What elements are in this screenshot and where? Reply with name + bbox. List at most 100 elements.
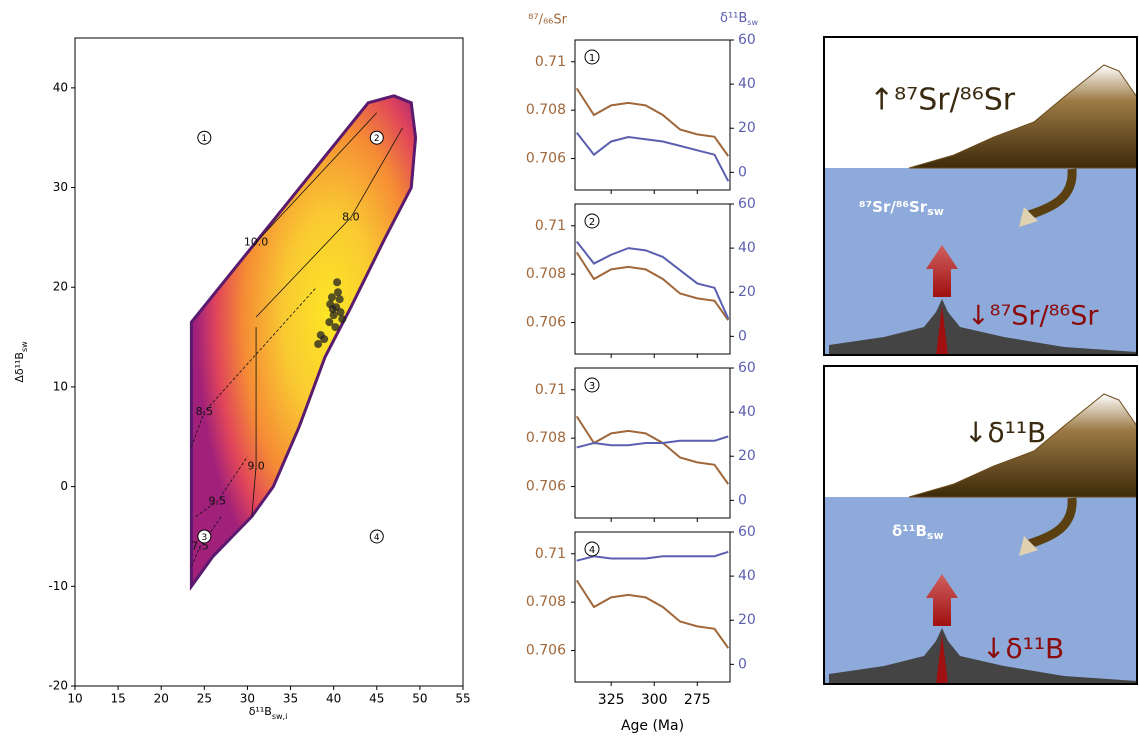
x-tick-label: 40 [326,692,341,706]
y2-tick-label: 0 [738,492,747,508]
sample-point [331,323,340,332]
axes-frame [574,531,731,683]
scenario-label: 2 [374,134,380,144]
axis-label-sub: sw,i [272,712,287,721]
feasible-region [189,94,418,591]
contour-label: 8.5 [196,405,214,418]
y-tick-label: 40 [53,80,68,94]
contour-line [191,286,317,447]
x-tick-label: 45 [369,692,384,706]
contour-label: 9.0 [247,460,265,473]
x-tick-label: 15 [110,692,125,706]
x-tick-label: 25 [197,692,212,706]
contour-line [195,456,248,517]
sample-point [335,295,344,304]
y2-tick-label: 60 [738,32,756,48]
y2-tick-label: 60 [738,360,756,376]
x-tick-label: 30 [240,692,255,706]
x-tick-label: 50 [412,692,427,706]
axis-label-sub: sw [747,18,758,27]
axes-frame [74,37,464,687]
y-tick-label: 0.71 [535,382,566,398]
top-label: ↓δ¹¹B [964,416,1046,449]
x-tick-label: 275 [684,692,711,708]
y2-tick-label: 20 [738,448,756,464]
y2-tick-label: 40 [738,76,756,92]
x-tick-label: 10 [67,692,82,706]
y-tick-label: 0.706 [526,151,566,167]
sample-point [327,293,336,302]
y-tick-label: 10 [53,379,68,393]
y-tick-label: 0.706 [526,643,566,659]
scenario-label: 4 [374,533,380,543]
contour-label: 10.0 [244,235,269,248]
bottom-label: ↓⁸⁷Sr/⁸⁶Sr [967,301,1099,332]
panel-label: 1 [589,53,595,64]
middle-sub: sw [927,529,944,542]
seafloor [829,628,1137,684]
x-tick-label: 20 [154,692,169,706]
y-tick-label: 0.708 [526,266,566,282]
y2-tick-label: 40 [738,240,756,256]
middle-label: δ¹¹Bsw [892,522,944,543]
y2-tick-label: 20 [738,120,756,136]
scenario-label: 1 [201,134,207,144]
y-tick-label: 0 [60,479,68,493]
panel-label: 2 [589,217,595,228]
panel-label: 3 [589,381,595,392]
axes-frame [574,39,731,191]
y-tick-label: 0.708 [526,430,566,446]
sample-point [333,278,342,287]
series-line [575,415,730,485]
runoff-arrow [1027,168,1077,220]
scenario-label: 3 [201,533,207,543]
x-tick-label: 300 [641,692,668,708]
ocean [824,168,1137,355]
hydrothermal-arrow [926,574,958,626]
series-line [575,251,730,321]
contour-line [251,327,257,517]
contour-line [255,127,403,318]
y-tick-label: -10 [48,579,68,593]
y-tick-label: 0.706 [526,315,566,331]
y-tick-label: 0.708 [526,102,566,118]
axis-label: δ¹¹Bsw [720,11,758,27]
middle-sub: sw [927,205,944,218]
panel-marker [584,541,600,557]
axis-label: Δδ¹¹Bsw [13,341,29,383]
y-tick-label: 20 [53,280,68,294]
axis-label: δ¹¹Bsw,i [249,705,288,721]
diagram-panel: ↑⁸⁷Sr/⁸⁶Sr ⁸⁷Sr/⁸⁶Srsw ↓⁸⁷Sr/⁸⁶Sr [823,36,1138,356]
y2-tick-label: 40 [738,404,756,420]
frame [823,36,1138,356]
contour-label: 8.0 [342,210,360,223]
sample-point [338,315,347,324]
magma [936,634,948,684]
series-line [575,87,730,157]
scenario-marker [197,529,212,544]
panel-marker [584,377,600,393]
seafloor [829,299,1137,355]
frame [823,365,1138,685]
hydrothermal-arrow [926,245,958,297]
sample-point [328,305,337,314]
runoff-arrow [1027,497,1077,549]
y-tick-label: 0.706 [526,479,566,495]
y-tick-label: 0.71 [535,546,566,562]
y-tick-label: 0.71 [535,54,566,70]
x-tick-label: 325 [598,692,625,708]
series-line [576,550,729,562]
middle-label: ⁸⁷Sr/⁸⁶Srsw [859,198,944,219]
panel-marker [584,213,600,229]
arrow-head [1019,536,1038,556]
ocean [824,497,1137,684]
axis-label-text: Δδ¹¹B [13,352,26,383]
y2-tick-label: 20 [738,284,756,300]
y2-tick-label: 0 [738,328,747,344]
sample-point [314,340,323,349]
y2-tick-label: 40 [738,568,756,584]
y-tick-label: -20 [48,679,68,693]
y-tick-label: 0.708 [526,594,566,610]
series-line [575,240,730,320]
axes-frame [574,367,731,519]
